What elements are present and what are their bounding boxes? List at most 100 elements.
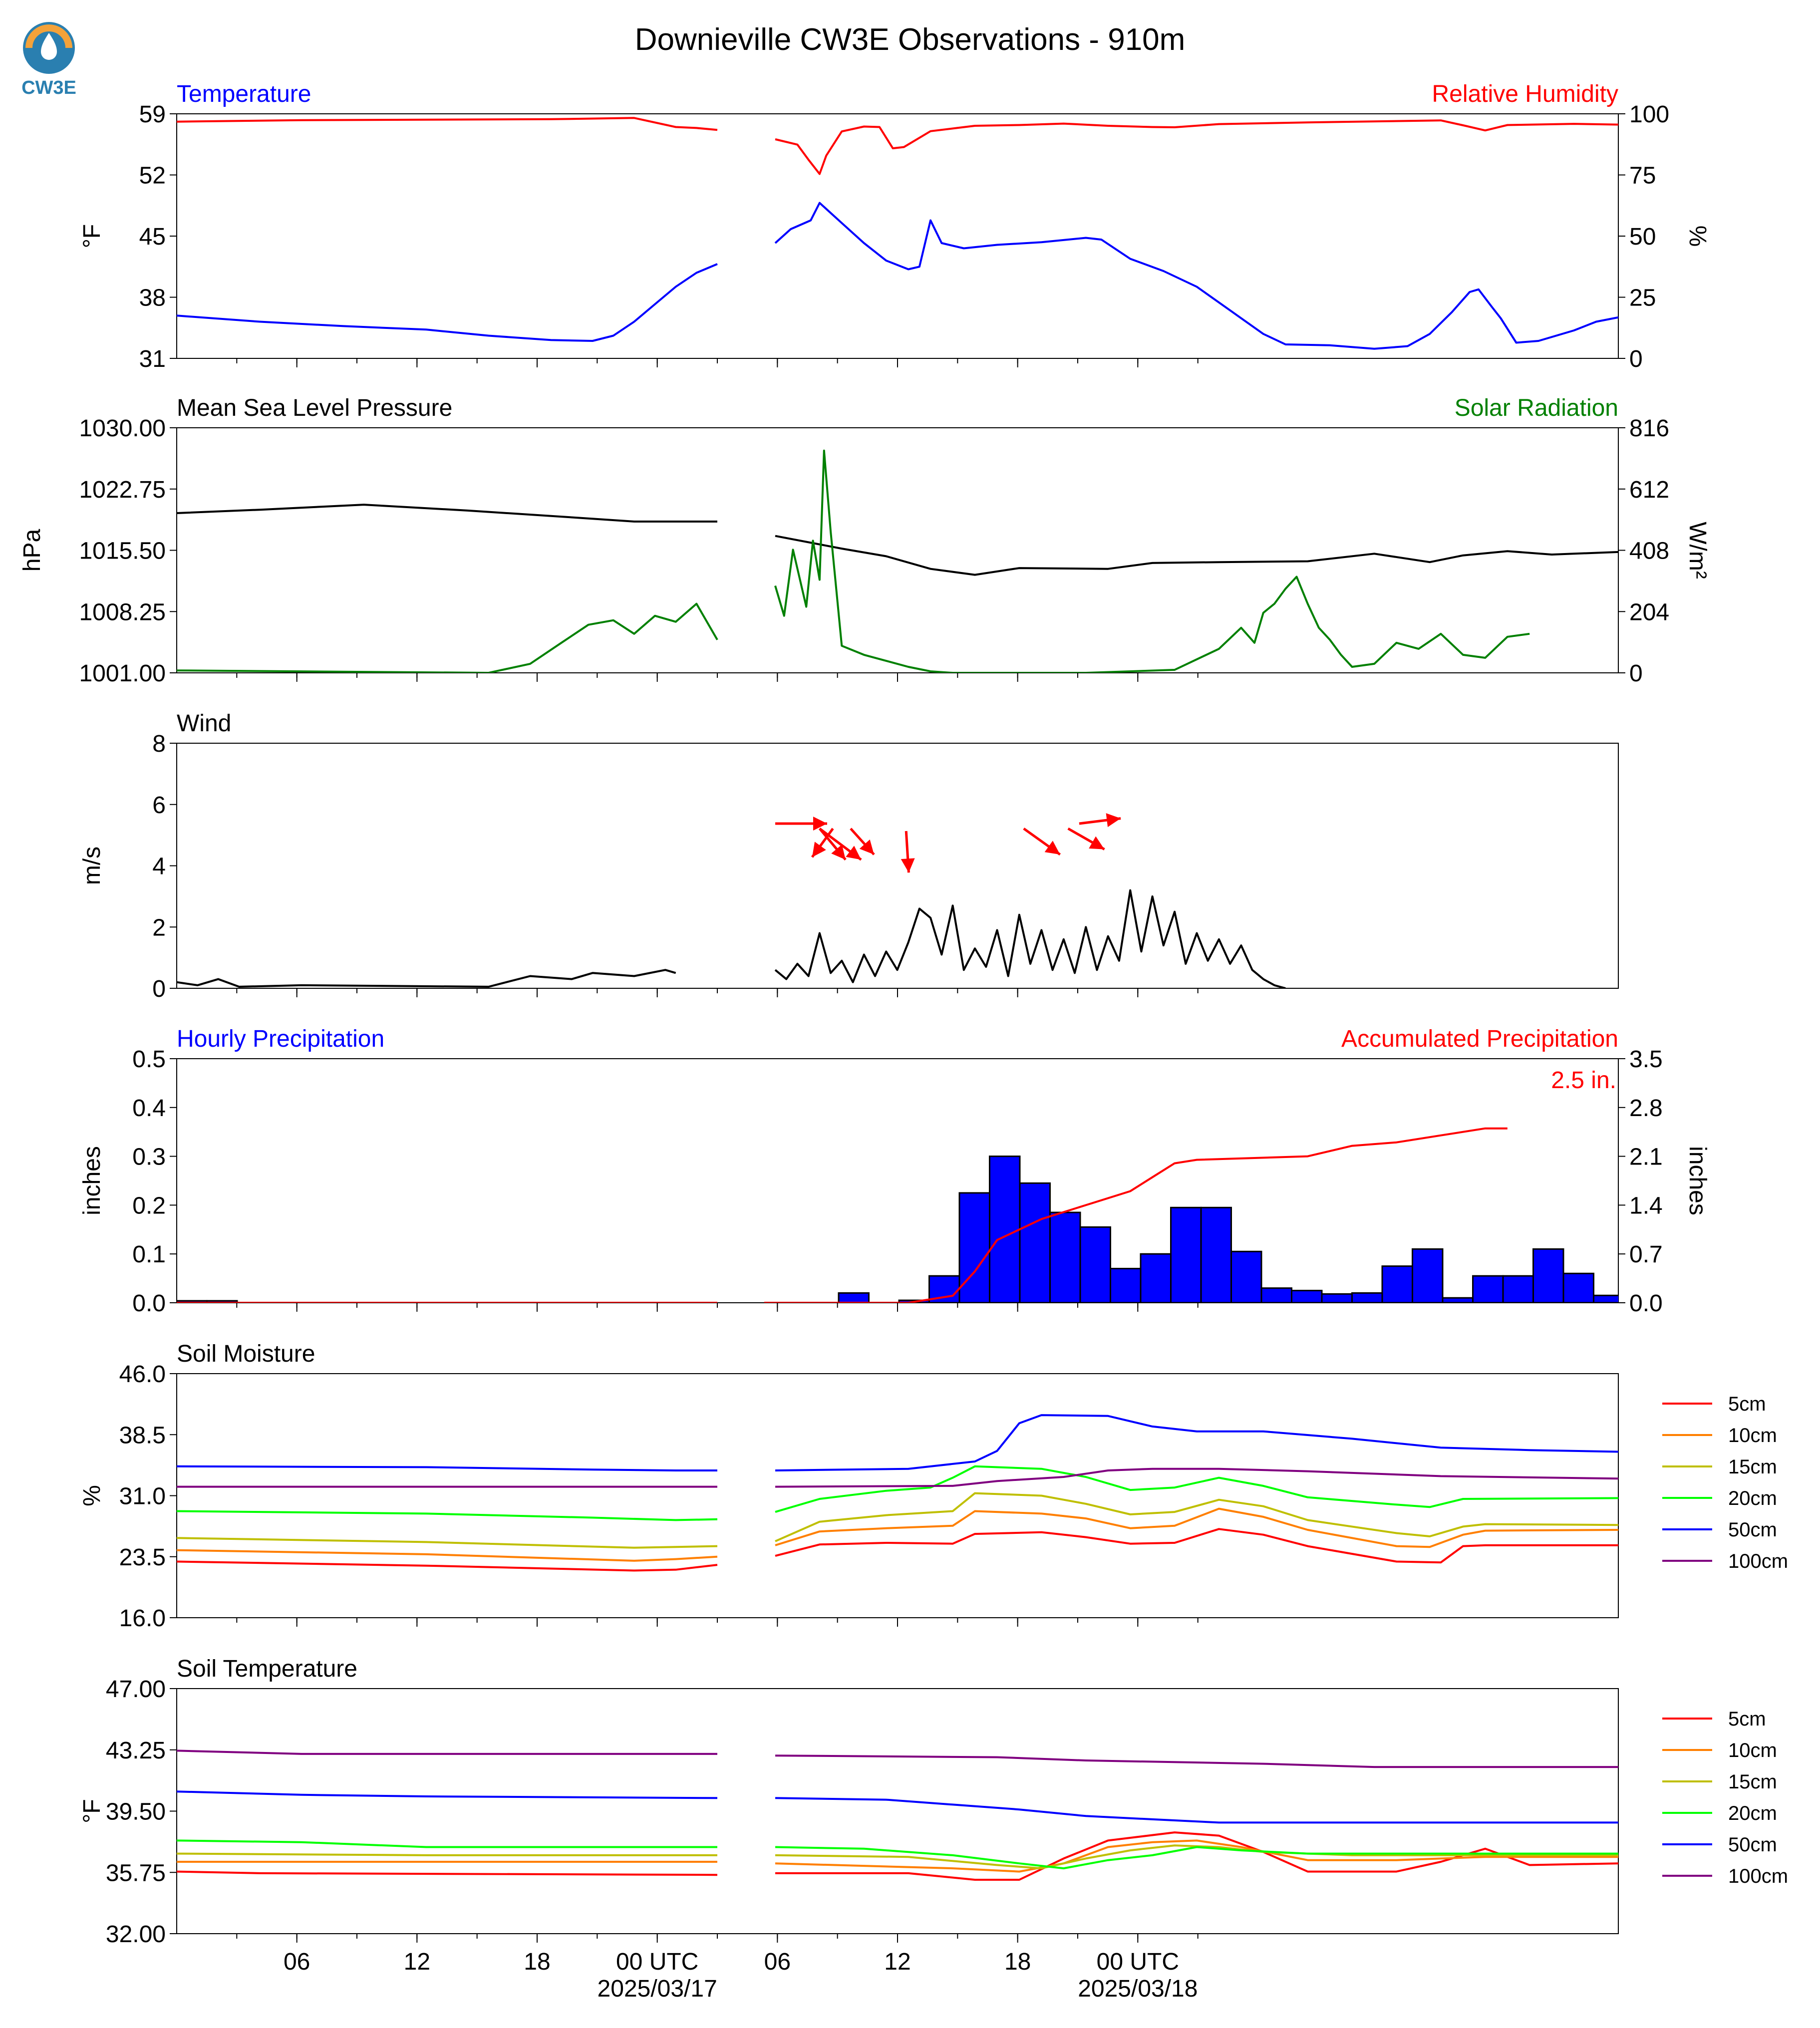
y-tick-label: 31.0 — [119, 1483, 166, 1510]
y-tick-label: 45 — [139, 224, 166, 250]
panel-title-right: Solar Radiation — [1455, 395, 1618, 421]
panels: 31 38 45 52 59 0 25 50 75 100 Temperature Relative … — [19, 81, 1796, 2002]
series-line-50cm — [775, 1414, 1618, 1471]
y-tick-label: 32.00 — [106, 1921, 166, 1948]
legend-label: 100cm — [1728, 1550, 1788, 1572]
wind-arrow-head — [859, 839, 874, 855]
logo-text: CW3E — [21, 77, 76, 98]
precip-bar — [1200, 1206, 1232, 1303]
x-tick-label: 00 UTC — [616, 1949, 698, 1975]
y-axis-label-right: % — [1684, 226, 1711, 247]
precip-bar — [928, 1275, 960, 1303]
y-right-tick-label: 0 — [1629, 346, 1643, 372]
x-tick-label: 06 — [764, 1949, 791, 1975]
y-right-tick-label: 3.5 — [1629, 1046, 1663, 1073]
series-line-solar-radiation — [774, 449, 1530, 673]
legend-label: 5cm — [1728, 1393, 1766, 1415]
series-line-wind — [1685, 951, 1796, 987]
series-line-15cm — [177, 1852, 717, 1856]
precip-bar — [1049, 1211, 1081, 1303]
x-tick-label: 18 — [524, 1949, 550, 1975]
wind-arrow-head — [1089, 836, 1105, 850]
y-tick-label: 2 — [152, 914, 166, 941]
x-tick-label: 12 — [884, 1949, 910, 1975]
y-tick-label: 59 — [139, 101, 166, 128]
legend: 5cm 10cm 15cm 20cm 50cm 100cm — [1662, 1708, 1788, 1887]
series-line-20cm — [177, 1510, 718, 1521]
y-tick-label: 43.25 — [106, 1738, 166, 1764]
legend-label: 15cm — [1728, 1456, 1777, 1478]
panel-title: Temperature — [177, 81, 311, 107]
y-tick-label: 8 — [152, 731, 166, 757]
series-line-10cm — [177, 1549, 718, 1562]
y-right-tick-label: 0 — [1629, 660, 1643, 687]
series-line-wind — [774, 889, 1286, 988]
legend-label: 10cm — [1728, 1739, 1777, 1761]
precip-bar — [1110, 1268, 1142, 1303]
panel-title: Mean Sea Level Pressure — [177, 395, 452, 421]
precip-bar — [1412, 1248, 1444, 1303]
y-tick-label: 1022.75 — [79, 477, 166, 503]
y-right-tick-label: 100 — [1629, 101, 1669, 128]
y-tick-label: 0 — [152, 976, 166, 1002]
y-right-tick-label: 2.1 — [1629, 1144, 1663, 1170]
series-line-100cm — [775, 1467, 1618, 1488]
y-tick-label: 39.50 — [106, 1799, 166, 1825]
precip-bar — [838, 1292, 870, 1303]
legend-label: 50cm — [1728, 1519, 1777, 1541]
series-line-5cm — [775, 1528, 1618, 1564]
y-tick-label: 52 — [139, 163, 166, 189]
series-line-15cm — [775, 1844, 1618, 1870]
series-line-temperature — [177, 263, 718, 342]
precip-bar — [1442, 1297, 1474, 1303]
series-line-temperature — [774, 202, 1618, 350]
y-tick-label: 35.75 — [106, 1860, 166, 1886]
precip-bar — [1321, 1293, 1353, 1303]
series-line-mean-sea-level-pressure — [177, 504, 717, 523]
y-axis-label-right: W/m² — [1684, 522, 1711, 579]
data-layer — [177, 117, 1618, 350]
y-tick-label: 0.4 — [132, 1095, 166, 1122]
series-line-10cm — [775, 1839, 1618, 1873]
y-right-tick-label: 816 — [1629, 415, 1669, 442]
wind-arrow-head — [813, 817, 827, 831]
x-tick-label: 18 — [1004, 1949, 1031, 1975]
y-tick-label: 0.3 — [132, 1144, 166, 1170]
series-line-20cm — [177, 1839, 717, 1848]
y-tick-label: 0.0 — [132, 1290, 166, 1317]
panel-title: Soil Moisture — [177, 1341, 315, 1367]
y-tick-label: 46.0 — [119, 1361, 166, 1388]
y-right-tick-label: 612 — [1629, 477, 1669, 503]
precip-bar — [1170, 1206, 1202, 1303]
panel-2: 0 2 4 6 8 Wind m/s — [79, 710, 1796, 1002]
y-axis-label-right: inches — [1684, 1146, 1711, 1215]
y-tick-label: 31 — [139, 346, 166, 372]
data-layer — [177, 1414, 1618, 1572]
precip-bar — [1381, 1265, 1413, 1303]
precip-bar — [1593, 1294, 1618, 1303]
y-tick-label: 47.00 — [106, 1676, 166, 1703]
precip-bar — [1351, 1292, 1383, 1303]
data-layer — [177, 449, 1618, 673]
series-line-50cm — [775, 1797, 1618, 1824]
precip-bar — [1140, 1253, 1172, 1303]
legend: 5cm 10cm 15cm 20cm 50cm 100cm — [1662, 1393, 1788, 1572]
precip-bar — [1532, 1248, 1564, 1303]
logo-drop-icon — [41, 33, 57, 60]
precip-bar — [1260, 1287, 1292, 1303]
legend-label: 10cm — [1728, 1425, 1777, 1447]
y-tick-label: 0.5 — [132, 1046, 166, 1073]
panel-frame — [176, 427, 1619, 673]
y-right-tick-label: 2.8 — [1629, 1095, 1663, 1122]
wind-arrow-head — [831, 844, 846, 860]
panel-title-right: Relative Humidity — [1432, 81, 1618, 107]
precip-bar — [1562, 1272, 1594, 1303]
y-right-tick-label: 1.4 — [1629, 1192, 1663, 1219]
panel-title: Hourly Precipitation — [177, 1026, 384, 1052]
chart-title: Downieville CW3E Observations - 910m — [635, 22, 1186, 57]
y-axis-label: hPa — [19, 529, 45, 572]
y-tick-label: 23.5 — [119, 1544, 166, 1571]
panel-title: Soil Temperature — [177, 1656, 357, 1682]
x-date-label: 2025/03/18 — [1078, 1976, 1198, 2002]
y-right-tick-label: 204 — [1629, 599, 1669, 625]
